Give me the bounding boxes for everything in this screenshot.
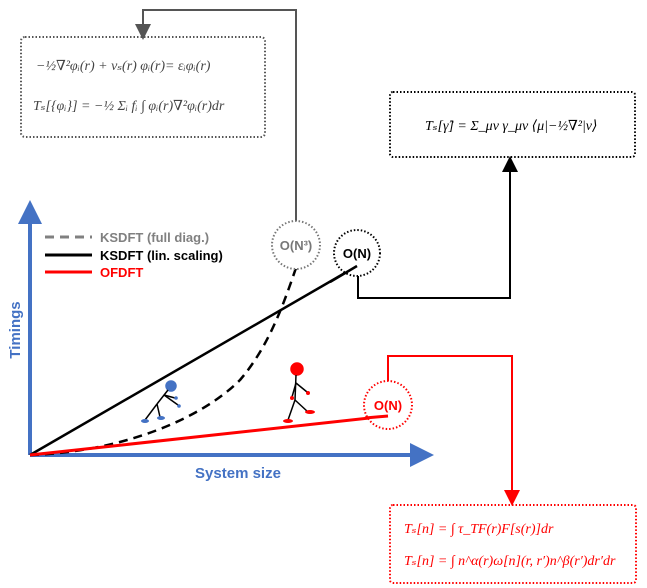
ofdft-equation-box: Tₛ[n] = ∫ τ_TF(r)F[s(r)]dr Tₛ[n] = ∫ n^α… [389,504,637,584]
kohn-sham-equation: −½∇²φᵢ(r) + vₛ(r) φᵢ(r)= εᵢφᵢ(r) [36,59,211,74]
nonlocal-kinetic-equation: Tₛ[n] = ∫ n^α(r)ω[n](r, r′)n^β(r′)dr′dr [404,554,616,569]
ksdft-linear-equation-box: Tₛ[γ̂] = Σ_μν γ_μν ⟨μ|−½∇²|ν⟩ [389,91,636,158]
legend-ksdft-full: KSDFT (full diag.) [100,230,209,245]
ksdft-full-badge-text: O(N³) [280,238,313,253]
ksdft-full-connector [135,9,297,221]
ofdft-line-end [364,414,389,420]
ksdft-linear-connector [357,156,518,299]
ofdft-connector [387,355,520,506]
ofdft-line [29,414,389,457]
density-matrix-kinetic-equation: Tₛ[γ̂] = Σ_μν γ_μν ⟨μ|−½∇²|ν⟩ [425,119,597,134]
ofdft-badge-text: O(N) [374,398,402,413]
legend-ofdft: OFDFT [100,265,143,280]
ofdft-badge: O(N) [363,380,413,430]
ksdft-linear-line [29,264,358,457]
ksdft-full-equation-box: −½∇²φᵢ(r) + vₛ(r) φᵢ(r)= εᵢφᵢ(r) Tₛ[{φᵢ}… [20,36,266,138]
ksdft-full-badge: O(N³) [271,220,321,270]
walking-figure-icon [283,362,315,423]
ksdft-linear-line-end [329,264,358,284]
legend: KSDFT (full diag.) KSDFT (lin. scaling) … [45,230,223,280]
gga-kinetic-equation: Tₛ[n] = ∫ τ_TF(r)F[s(r)]dr [404,522,554,537]
struggling-figure-icon [141,380,181,423]
ks-kinetic-energy-equation: Tₛ[{φᵢ}] = −½ Σᵢ fᵢ ∫ φᵢ(r)∇²φᵢ(r)dr [33,99,225,114]
legend-ksdft-linear: KSDFT (lin. scaling) [100,248,223,263]
ksdft-full-diag-curve [29,264,299,457]
ksdft-linear-badge-text: O(N) [343,246,371,261]
ksdft-linear-badge: O(N) [333,229,381,277]
y-axis-label: Timings [7,301,24,358]
x-axis-label: System size [195,465,281,482]
